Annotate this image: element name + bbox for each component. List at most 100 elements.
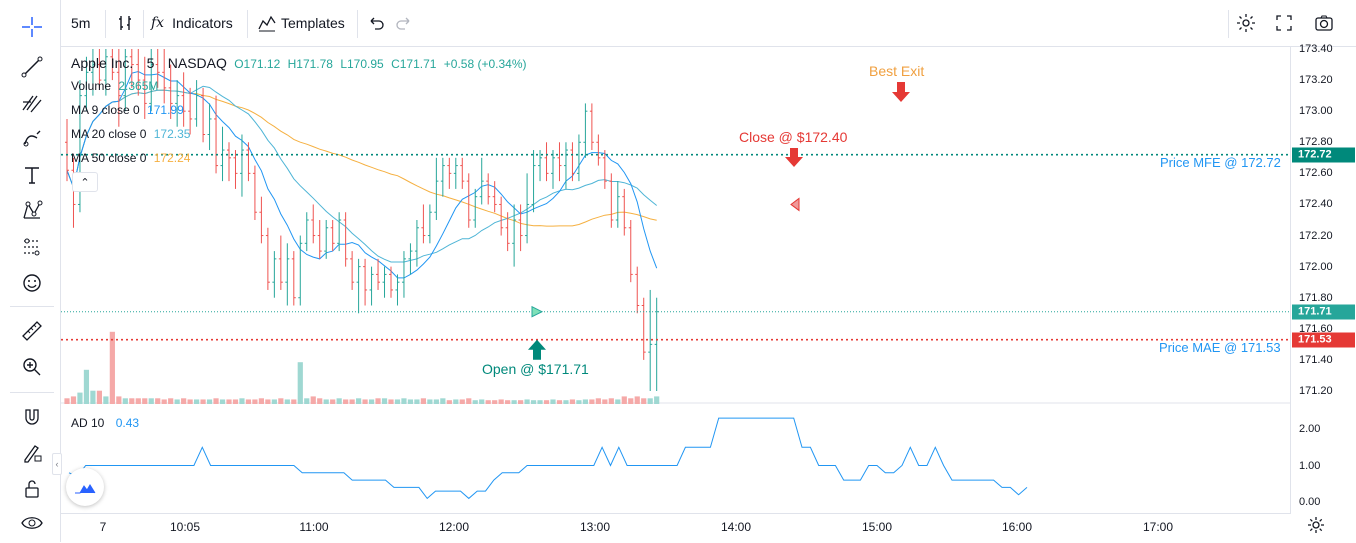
volume-bar [589,399,595,404]
tradingview-logo-icon[interactable] [66,468,104,506]
volume-bar [479,399,485,404]
volume-bar [122,398,128,404]
symbol-interval: 5 [146,55,155,71]
volume-bar [621,396,627,404]
ad-legend[interactable]: AD 10 0.43 [71,416,143,430]
volume-bar [291,399,297,404]
volume-bar [368,399,375,404]
camera-icon[interactable] [1313,8,1335,38]
text-tool-icon[interactable] [14,160,50,190]
left-toolbar [0,0,61,542]
volume-bar [213,398,219,404]
fullscreen-icon[interactable] [1274,8,1294,38]
axis-settings-icon[interactable] [1305,514,1327,539]
top-toolbar: 5m fx Indicators Templates [61,0,1356,47]
volume-bar [109,331,115,404]
open-flag-icon [531,305,544,318]
prediction-icon[interactable] [14,232,50,262]
volume-bar [187,399,193,404]
indicators-button[interactable]: fx Indicators [151,8,233,38]
ad-axis-tick: 1.00 [1299,459,1321,472]
volume-bar [239,398,245,404]
volume-bar [492,400,498,404]
time-tick: 13:00 [579,520,611,534]
emoji-icon[interactable] [14,268,50,298]
ma20-value: 172.35 [153,127,191,141]
time-axis[interactable]: 7 10:05 11:00 12:00 13:00 14:00 15:00 16:00 17:0… [61,513,1291,543]
fib-tool-icon[interactable] [14,88,50,118]
ohlc-close: C171.71 [391,57,437,71]
price-tick: 172.00 [1299,260,1333,273]
symbol-name[interactable]: Apple Inc. [71,55,134,71]
settings-icon[interactable] [1235,8,1257,38]
volume-bar [530,400,537,404]
price-tick: 173.40 [1299,43,1333,55]
ad-label: AD 10 [71,416,105,430]
volume-bar [537,400,543,404]
symbol-legend: Apple Inc. 5 NASDAQ O171.12 H171.78 L170… [71,55,531,71]
volume-bar [466,398,472,404]
time-tick: 10:05 [169,520,201,534]
crosshair-icon[interactable] [14,12,50,42]
price-tick: 171.60 [1299,322,1333,335]
zoom-icon[interactable] [14,352,50,382]
volume-bar [498,399,504,404]
lock-icon[interactable] [14,474,50,504]
chart-canvas[interactable] [61,46,1290,513]
pattern-icon[interactable] [14,196,50,226]
ma9-value: 171.99 [147,103,184,117]
trend-line-icon[interactable] [14,52,50,82]
open-trade-label: Open @ $171.71 [482,361,589,377]
price-tick: 172.40 [1299,198,1333,211]
time-tick: 15:00 [861,520,893,534]
ad-line [68,417,1028,500]
price-axis[interactable]: 173.40 173.20 173.00 172.80 172.60 172.40 172.… [1290,43,1356,513]
redo-icon[interactable] [395,8,413,38]
templates-button[interactable]: Templates [257,8,345,38]
magnet-icon[interactable] [14,402,50,432]
volume-bar [427,399,433,404]
legend-collapse-icon[interactable]: ⌃ [72,172,98,192]
price-tick: 173.00 [1299,105,1333,118]
volume-bar [576,400,582,404]
eye-icon[interactable] [14,508,50,538]
undo-icon[interactable] [367,8,385,38]
ruler-icon[interactable] [14,316,50,346]
ma9-legend[interactable]: MA 9 close 0 171.99 [71,103,188,117]
volume-bar [472,400,478,404]
ma50-legend[interactable]: MA 50 close 0 172.24 [71,151,194,165]
interval-button[interactable]: 5m [71,15,91,31]
ad-axis-tick: 2.00 [1299,423,1321,435]
volume-bar [433,399,439,404]
volume-bar [401,398,407,404]
brush-icon[interactable] [14,124,50,154]
volume-legend[interactable]: Volume 2.365M [71,79,162,93]
volume-bar [453,399,459,404]
volume-bar [252,399,258,404]
chart-type-icon[interactable] [115,8,135,38]
close-trade-label: Close @ $172.40 [739,129,848,145]
volume-bar [563,400,569,404]
ma50-label: MA 50 close 0 [71,151,147,165]
mfe-price-tag: 172.72 [1292,147,1355,163]
ma20-legend[interactable]: MA 20 close 0 172.35 [71,127,194,141]
price-tick: 172.60 [1299,167,1333,180]
volume-bar [440,398,446,404]
volume-value: 2.365M [118,79,159,93]
best-exit-arrow-icon [892,82,910,102]
templates-label: Templates [281,15,345,31]
volume-bar [336,398,342,404]
volume-bar [83,369,90,404]
volume-bar [349,399,355,404]
expand-toolbar-icon[interactable]: ‹ [52,453,62,475]
time-tick: 14:00 [720,520,752,534]
open-arrow-icon [528,339,546,360]
ohlc-change: +0.58 (+0.34%) [443,57,527,71]
volume-bar [518,400,524,404]
volume-bar [271,399,277,404]
volume-bar [394,399,401,404]
volume-bar [135,398,141,404]
volume-bar [219,399,226,404]
price-tick: 172.80 [1299,136,1333,149]
lock-drawing-icon[interactable] [14,438,50,468]
